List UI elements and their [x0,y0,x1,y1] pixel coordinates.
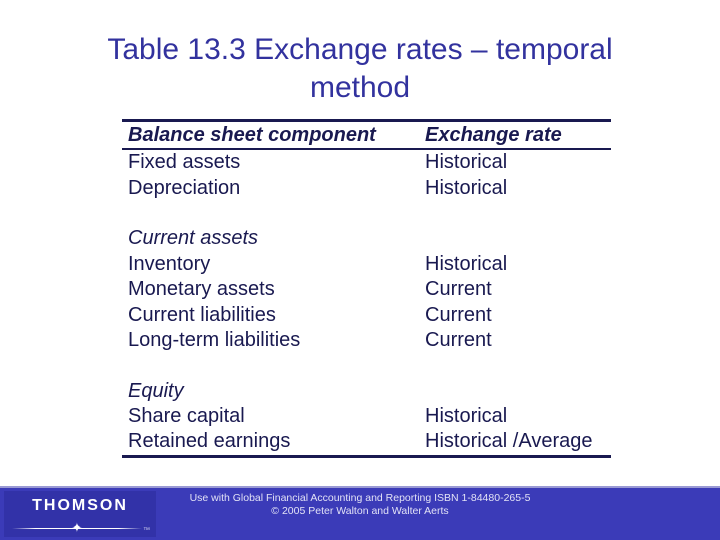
slide-title-line1: Table 13.3 Exchange rates – temporal [107,33,613,66]
table-row: Monetary assets Current [122,277,611,302]
table-row-blank [122,201,611,226]
cell-rate: Historical [425,151,508,174]
cell-rate: Current [425,303,492,326]
cell-component: Inventory [128,252,211,275]
thomson-logo-rule: ✦ ™ [12,520,150,535]
slide-title-line2: method [309,71,411,104]
cell-component: Share capital [128,405,245,428]
table-row-blank [122,353,611,378]
table-header-component: Balance sheet component [128,123,376,146]
thomson-wordmark: THOMSON [32,497,128,514]
star-icon: ✦ [71,520,83,535]
cell-component: Current assets [128,227,259,250]
table-body: Fixed assets Historical Depreciation His… [122,150,611,458]
cell-component: Equity [128,379,184,402]
table-header-rate: Exchange rate [425,123,562,146]
cell-component: Current liabilities [128,303,276,326]
table-row-group-label: Current assets [122,226,611,251]
footer-banner: THOMSON ✦ ™ Use with Global Financial Ac… [0,486,720,540]
cell-rate: Current [425,278,492,301]
cell-component: Long-term liabilities [128,328,301,351]
table-row: Retained earnings Historical /Average [122,429,611,454]
thomson-logo: THOMSON ✦ ™ [4,491,156,537]
cell-rate: Historical [425,252,508,275]
cell-rate: Historical [425,405,508,428]
exchange-rates-table: Balance sheet component Exchange rate Fi… [122,119,611,458]
table-row-group-label: Equity [122,379,611,404]
table-row: Current liabilities Current [122,302,611,327]
table-row: Depreciation Historical [122,175,611,200]
cell-component: Retained earnings [128,430,291,453]
cell-rate: Current [425,328,492,351]
table-row: Inventory Historical [122,252,611,277]
table-row: Share capital Historical [122,404,611,429]
cell-component: Depreciation [128,176,241,199]
horizontal-rule [12,528,142,529]
table-row: Fixed assets Historical [122,150,611,175]
trademark-symbol: ™ [143,527,150,534]
cell-component: Fixed assets [128,151,241,174]
cell-rate: Historical /Average [425,430,593,453]
cell-component: Monetary assets [128,278,275,301]
table-header-row: Balance sheet component Exchange rate [122,122,611,150]
slide-title: Table 13.3 Exchange rates – temporal met… [0,31,720,107]
cell-rate: Historical [425,176,508,199]
table-row: Long-term liabilities Current [122,328,611,353]
